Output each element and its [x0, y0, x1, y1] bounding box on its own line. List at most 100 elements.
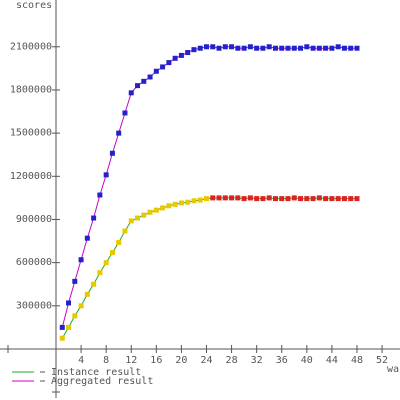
- x-tick-label: 44: [326, 355, 338, 366]
- y-axis-label: scores: [16, 0, 52, 11]
- data-point: [59, 324, 65, 330]
- data-point: [241, 45, 247, 51]
- data-point: [141, 78, 147, 84]
- x-tick-label: 12: [125, 355, 137, 366]
- data-point: [135, 83, 141, 89]
- data-point: [260, 45, 266, 51]
- x-tick-label: 48: [351, 355, 363, 366]
- data-point: [247, 195, 253, 201]
- data-point: [341, 196, 347, 202]
- data-point: [310, 45, 316, 51]
- data-point: [185, 199, 191, 205]
- x-tick-label: 4: [78, 355, 84, 366]
- data-point: [348, 45, 354, 51]
- data-point: [323, 45, 329, 51]
- data-point: [153, 68, 159, 74]
- data-point: [254, 45, 260, 51]
- data-point: [103, 260, 109, 266]
- data-point: [109, 250, 115, 256]
- data-point: [166, 203, 172, 209]
- data-point: [272, 45, 278, 51]
- data-point: [166, 60, 172, 66]
- data-point: [160, 205, 166, 211]
- data-point: [216, 195, 222, 201]
- data-point: [285, 45, 291, 51]
- data-point: [229, 44, 235, 50]
- y-tick-label: 1800000: [10, 84, 52, 95]
- data-point: [241, 196, 247, 202]
- x-tick-label: 28: [226, 355, 238, 366]
- data-point: [178, 52, 184, 58]
- data-point: [116, 240, 122, 246]
- data-point: [247, 44, 253, 50]
- x-axis-label: wa: [387, 364, 399, 375]
- x-tick-label: 24: [200, 355, 212, 366]
- data-point: [84, 291, 90, 297]
- data-point: [178, 200, 184, 206]
- data-point: [78, 257, 84, 263]
- data-point: [279, 45, 285, 51]
- y-tick-label: 1200000: [10, 171, 52, 182]
- data-point: [147, 209, 153, 215]
- data-point: [329, 196, 335, 202]
- data-point: [172, 201, 178, 207]
- x-tick-label: 20: [175, 355, 187, 366]
- data-point: [210, 44, 216, 50]
- data-point: [316, 195, 322, 201]
- data-point: [272, 196, 278, 202]
- data-point: [329, 45, 335, 51]
- data-point: [147, 74, 153, 80]
- y-tick-label: 1500000: [10, 128, 52, 139]
- data-point: [260, 196, 266, 202]
- x-tick-label: 36: [276, 355, 288, 366]
- data-point: [222, 44, 228, 50]
- y-tick-label: 900000: [16, 214, 52, 225]
- data-point: [210, 195, 216, 201]
- data-point: [348, 196, 354, 202]
- data-point: [122, 228, 128, 234]
- data-point: [78, 303, 84, 309]
- data-point: [323, 196, 329, 202]
- data-point: [235, 45, 241, 51]
- data-point: [335, 44, 341, 50]
- data-point: [160, 64, 166, 70]
- data-point: [191, 198, 197, 204]
- x-tick-label: 32: [251, 355, 263, 366]
- y-tick-label: 300000: [16, 300, 52, 311]
- data-point: [103, 172, 109, 178]
- data-point: [191, 47, 197, 53]
- data-point: [203, 44, 209, 50]
- data-point: [172, 55, 178, 61]
- x-tick-label: 40: [301, 355, 313, 366]
- data-point: [235, 195, 241, 201]
- legend-label: Aggregated result: [51, 376, 153, 387]
- data-point: [310, 196, 316, 202]
- data-point: [66, 324, 72, 330]
- x-tick-label: 52: [376, 355, 388, 366]
- data-point: [304, 196, 310, 202]
- data-point: [266, 195, 272, 201]
- data-point: [285, 196, 291, 202]
- data-point: [304, 44, 310, 50]
- data-point: [335, 196, 341, 202]
- series-line: [61, 197, 357, 339]
- data-point: [298, 196, 304, 202]
- x-tick-label: 16: [150, 355, 162, 366]
- data-point: [97, 192, 103, 198]
- data-point: [72, 313, 78, 319]
- data-point: [279, 196, 285, 202]
- data-point: [72, 278, 78, 284]
- data-point: [354, 196, 360, 202]
- data-point: [298, 45, 304, 51]
- data-point: [128, 218, 134, 224]
- data-point: [229, 195, 235, 201]
- data-point: [141, 212, 147, 218]
- legend-label: Instance result: [51, 367, 141, 378]
- y-tick-label: 2100000: [10, 41, 52, 52]
- data-point: [203, 196, 209, 202]
- data-point: [116, 130, 122, 136]
- data-point: [122, 110, 128, 116]
- data-point: [84, 235, 90, 241]
- x-tick-label: 8: [103, 355, 109, 366]
